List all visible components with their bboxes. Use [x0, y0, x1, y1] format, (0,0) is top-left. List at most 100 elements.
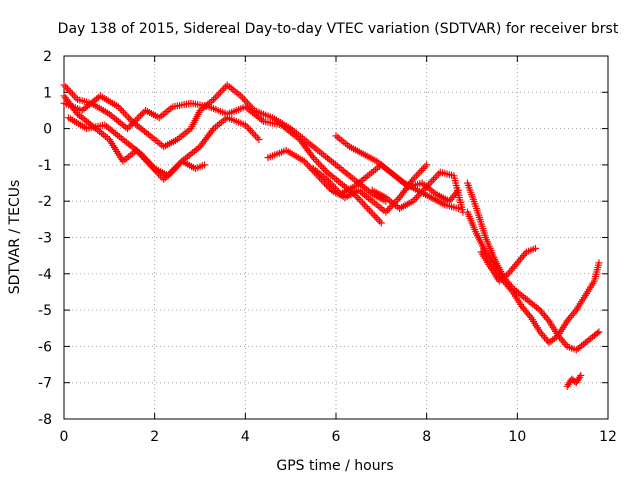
data-point: [593, 329, 601, 337]
data-point: [362, 203, 370, 211]
data-point: [160, 175, 168, 183]
data-point: [577, 371, 585, 379]
data-point: [67, 88, 75, 96]
data-point: [123, 112, 131, 120]
data-point: [355, 195, 363, 203]
data-point: [138, 110, 146, 118]
data-point: [419, 165, 427, 173]
data-point: [371, 212, 379, 220]
data-point: [242, 97, 250, 105]
data-point: [215, 90, 223, 98]
y-axis: 2 1 0 -1 -2 -3 -4 -5 -6 -7 -8: [38, 49, 608, 428]
data-point: [367, 208, 375, 216]
data-point: [255, 135, 263, 143]
data-point: [320, 165, 328, 173]
series-track-12: [563, 371, 585, 390]
data-point: [435, 170, 443, 178]
y-tick-label: -7: [38, 376, 52, 392]
series-track-7: [332, 132, 462, 212]
data-point: [359, 199, 367, 207]
data-point: [305, 163, 313, 171]
y-tick-label: -2: [38, 194, 52, 210]
data-point: [60, 81, 68, 89]
data-point: [211, 94, 219, 102]
data-point: [125, 123, 133, 131]
data-point: [125, 114, 133, 122]
data-point: [135, 113, 143, 121]
data-point: [429, 175, 437, 183]
data-point: [321, 166, 329, 174]
data-point: [423, 161, 431, 169]
series-track-4: [65, 114, 209, 180]
x-tick-label: 12: [599, 429, 617, 445]
data-point: [123, 125, 131, 133]
data-point: [70, 92, 78, 100]
x-tick-label: 2: [150, 429, 159, 445]
series-track-11: [477, 244, 539, 285]
data-point: [314, 159, 322, 167]
x-tick-label: 0: [60, 429, 69, 445]
data-point: [250, 130, 258, 138]
y-tick-label: -1: [38, 158, 52, 174]
data-point: [431, 174, 439, 182]
y-tick-label: 0: [43, 122, 52, 138]
data-point: [411, 174, 419, 182]
x-tick-label: 6: [332, 429, 341, 445]
series-track-8: [368, 168, 467, 216]
chart-title: Day 138 of 2015, Sidereal Day-to-day VTE…: [58, 21, 619, 37]
data-point: [374, 215, 382, 223]
data-point: [428, 177, 436, 185]
data-point: [133, 115, 141, 123]
data-point: [360, 201, 368, 209]
y-axis-label: SDTVAR / TECUs: [7, 180, 23, 295]
data-point: [421, 163, 429, 171]
data-point: [414, 170, 422, 178]
data-point: [316, 161, 324, 169]
y-tick-label: -8: [38, 412, 52, 428]
data-point: [416, 168, 424, 176]
data-point: [245, 125, 253, 133]
data-point: [311, 155, 319, 163]
data-point: [595, 259, 603, 267]
data-point: [357, 197, 365, 205]
data-point: [454, 204, 462, 212]
y-tick-label: 2: [43, 49, 52, 65]
data-point: [531, 244, 539, 252]
data-point: [365, 206, 373, 214]
data-point: [216, 88, 224, 96]
data-point: [418, 166, 426, 174]
data-point: [377, 219, 385, 227]
data-point: [364, 204, 372, 212]
data-point: [252, 132, 260, 140]
data-point: [63, 85, 71, 93]
y-tick-label: -5: [38, 303, 52, 319]
data-point: [318, 163, 326, 171]
series-track-3: [60, 92, 263, 183]
x-axis: 0 2 4 6 8 10 12: [60, 56, 617, 445]
y-tick-label: -6: [38, 339, 52, 355]
y-tick-label: 1: [43, 85, 52, 101]
data-point: [253, 134, 261, 142]
data-point: [369, 210, 377, 218]
series-track-9: [463, 179, 603, 354]
data-point: [372, 214, 380, 222]
data-point: [376, 217, 384, 225]
x-tick-label: 8: [422, 429, 431, 445]
plot-area: [60, 81, 603, 390]
data-point: [201, 161, 209, 169]
data-point: [240, 96, 248, 104]
data-point: [120, 108, 127, 116]
data-point: [218, 86, 226, 94]
series-track-10: [463, 208, 603, 347]
data-point: [412, 194, 420, 202]
data-point: [304, 161, 312, 169]
data-point: [384, 206, 392, 214]
x-tick-label: 4: [241, 429, 250, 445]
data-point: [246, 126, 254, 134]
x-axis-label: GPS time / hours: [276, 458, 393, 474]
data-point: [394, 195, 402, 203]
data-point: [62, 83, 70, 91]
data-point: [137, 111, 145, 119]
data-point: [69, 90, 76, 98]
